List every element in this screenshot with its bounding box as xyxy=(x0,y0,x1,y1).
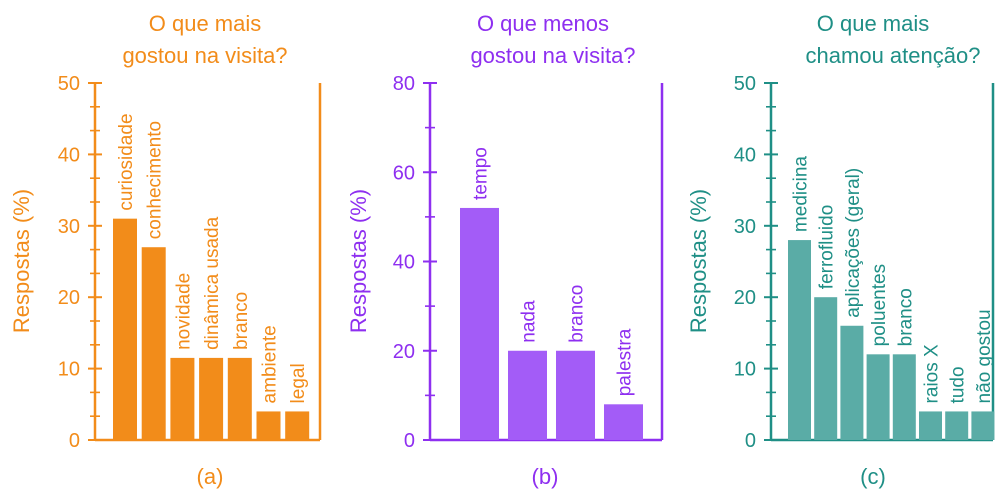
panel-b-bar-label: branco xyxy=(567,285,588,343)
panel-c-y-tick-label: 30 xyxy=(734,216,756,238)
panel-c-bar-label: medicina xyxy=(791,156,812,232)
panel-b-bar xyxy=(460,207,499,440)
panel-b: O que menos gostou na visita? Respostas … xyxy=(346,11,664,489)
panel-b-caption: (b) xyxy=(532,464,559,489)
panel-c-bar xyxy=(814,297,838,440)
panel-c-bar-label: poluentes xyxy=(869,264,890,346)
panel-c-y-tick-label: 0 xyxy=(745,430,756,452)
panel-a-bar xyxy=(199,357,224,440)
panel-c-bar xyxy=(971,411,995,440)
panel-b-y-tick-label: 80 xyxy=(393,73,415,95)
panel-a-bar-label: novidade xyxy=(173,273,194,350)
panel-a-bar xyxy=(227,357,252,440)
panel-c-bar xyxy=(788,240,811,440)
panel-a-title-line-2: gostou na visita? xyxy=(122,43,287,68)
panel-c-y-tick-label: 40 xyxy=(734,144,756,166)
panel-c-y-tick-label: 10 xyxy=(734,359,756,381)
panel-c-caption: (c) xyxy=(860,464,886,489)
panel-b-y-tick-label: 40 xyxy=(393,252,415,274)
panel-c-bar xyxy=(840,325,864,440)
panel-a-bar-label: dinâmica usada xyxy=(202,216,223,350)
panel-b-plot-area: 0 20 40 60 80 tempo nada branco palestra xyxy=(393,73,664,452)
panel-a-bar xyxy=(141,247,166,440)
panel-c: O que mais chamou atenção? Respostas (%)… xyxy=(686,11,995,489)
panel-a-bar xyxy=(256,411,281,440)
panel-a: O que mais gostou na visita? Respostas (… xyxy=(9,11,322,489)
panel-b-y-tick-label: 20 xyxy=(393,341,415,363)
panel-a-bar-label: curiosidade xyxy=(116,113,137,210)
panel-a-bar-label: ambiente xyxy=(260,325,281,403)
panel-b-y-tick-label: 0 xyxy=(404,430,415,452)
panel-c-y-tick-label: 50 xyxy=(734,73,756,95)
panel-c-bar-label: aplicações (geral) xyxy=(843,168,864,318)
panel-b-bar-label: nada xyxy=(519,300,540,343)
panel-b-bar-label: tempo xyxy=(471,147,492,200)
panel-c-bar-label: branco xyxy=(895,288,916,346)
panel-a-bar xyxy=(170,357,195,440)
panel-a-y-tick-label: 30 xyxy=(58,216,80,238)
panel-a-y-tick-label: 10 xyxy=(58,359,80,381)
panel-b-bar xyxy=(556,350,595,440)
panel-c-bar-label: tudo xyxy=(948,366,969,403)
panel-a-plot-area: 0 10 20 30 40 50 curiosidade conhecimento novida… xyxy=(58,73,322,452)
panel-b-y-tick-label: 60 xyxy=(393,162,415,184)
panel-a-y-tick-label: 40 xyxy=(58,144,80,166)
panel-c-bar xyxy=(919,411,942,440)
panel-c-bar xyxy=(866,354,890,440)
panel-a-bar-label: branco xyxy=(231,292,252,350)
panel-c-bar xyxy=(892,354,916,440)
panel-c-title-line-2: chamou atenção? xyxy=(806,43,981,68)
panel-a-caption: (a) xyxy=(197,464,224,489)
panel-a-bar-label: conhecimento xyxy=(145,121,166,239)
panel-c-y-axis-label: Respostas (%) xyxy=(686,189,711,333)
panel-a-y-axis-label: Respostas (%) xyxy=(9,189,34,333)
panel-b-bar xyxy=(604,404,643,440)
panel-b-title-line-1: O que menos xyxy=(477,11,609,36)
panel-b-y-axis-label: Respostas (%) xyxy=(346,189,371,333)
panel-a-y-tick-label: 50 xyxy=(58,73,80,95)
panel-a-bar xyxy=(285,411,310,440)
panel-a-y-tick-label: 0 xyxy=(69,430,80,452)
panel-c-bar-label: raios X xyxy=(922,344,943,403)
panel-b-bar-label: palestra xyxy=(615,328,636,396)
panel-c-bar-label: ferrofluido xyxy=(817,205,838,290)
panel-a-title-line-1: O que mais xyxy=(149,11,262,36)
panel-b-bar xyxy=(508,350,547,440)
panel-a-y-tick-label: 20 xyxy=(58,287,80,309)
panel-a-bar-label: legal xyxy=(288,363,309,403)
panel-c-title-line-1: O que mais xyxy=(817,11,930,36)
panel-b-title-line-2: gostou na visita? xyxy=(470,43,635,68)
panel-c-bar xyxy=(945,411,969,440)
panel-c-bar-label: não gostou xyxy=(974,309,995,403)
panel-c-y-tick-label: 20 xyxy=(734,287,756,309)
panel-a-bar xyxy=(113,218,137,440)
